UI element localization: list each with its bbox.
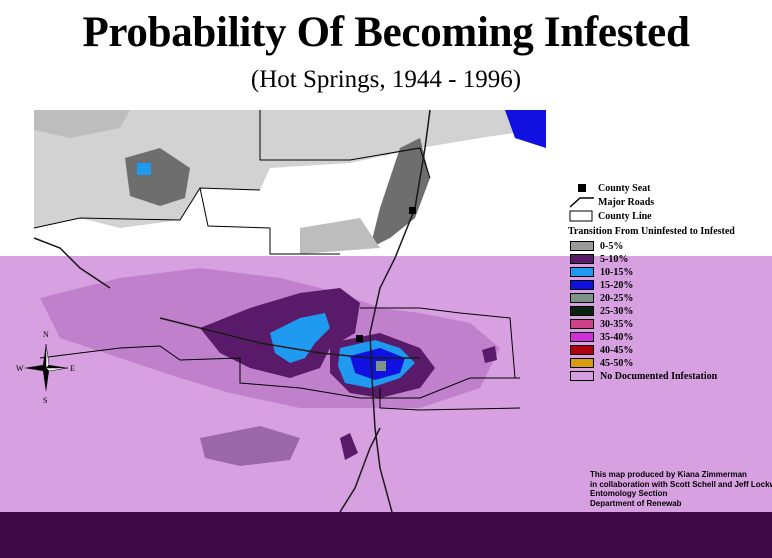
major-roads — [33, 109, 431, 513]
legend-swatch — [570, 254, 594, 264]
compass-icon — [24, 343, 69, 392]
county-line-icon — [568, 210, 596, 222]
county-seat-marker — [356, 335, 363, 342]
legend-label: 0-5% — [600, 240, 624, 252]
credit-line: in collaboration with Scott Schell and J… — [590, 479, 772, 489]
legend-swatch — [570, 241, 594, 251]
infested-patch-cyan-top — [137, 163, 151, 175]
credit-line: This map produced by Kiana Zimmerman — [590, 470, 747, 479]
legend-row-class: No Documented Infestation — [568, 370, 717, 382]
legend-swatch — [570, 345, 594, 355]
county-seat-marker — [409, 207, 416, 214]
legend-label: Major Roads — [598, 196, 655, 208]
legend-swatch — [570, 293, 594, 303]
legend-label: 30-35% — [600, 318, 634, 330]
legend-label: County Seat — [598, 182, 651, 194]
legend-row-county-line: County Line — [568, 210, 652, 222]
purple-spot-south — [340, 433, 358, 460]
gray-patch-light — [34, 110, 130, 138]
gray-patch-light-2 — [300, 218, 380, 254]
map-area — [0, 108, 772, 558]
compass-n-label: N — [43, 330, 49, 339]
compass-w-label: W — [16, 364, 24, 373]
major-roads-icon — [568, 196, 596, 208]
credit-line: Department of Renewab — [590, 498, 682, 508]
compass-e-label: E — [70, 364, 75, 373]
legend-label: 25-30% — [600, 305, 634, 317]
legend-label: No Documented Infestation — [600, 370, 718, 382]
legend-row-class: 35-40% — [568, 331, 633, 343]
map-subtitle: (Hot Springs, 1944 - 1996) — [250, 66, 522, 93]
legend-row-class: 40-45% — [568, 344, 633, 356]
legend-swatch — [570, 280, 594, 290]
legend-label: 15-20% — [600, 279, 634, 291]
gray-patch-dark-1 — [125, 148, 190, 206]
legend-swatch — [570, 267, 594, 277]
legend-row-county-seat: County Seat — [568, 182, 651, 194]
legend-swatch — [570, 371, 594, 381]
map-title: Probability Of Becoming Infested — [82, 9, 690, 56]
legend-label: 20-25% — [600, 292, 634, 304]
bottom-band — [0, 512, 772, 558]
legend-label: 40-45% — [600, 344, 634, 356]
compass-rose: N S W E — [16, 330, 75, 405]
legend-label: 35-40% — [600, 331, 634, 343]
credit-line: Entomology Section — [590, 489, 668, 498]
legend-label: 10-15% — [600, 266, 634, 278]
risk-20-25-spot — [376, 361, 386, 371]
pink-lower-band — [200, 426, 300, 466]
legend-label: 5-10% — [600, 253, 629, 265]
legend-swatch — [570, 358, 594, 368]
legend-row-class: 15-20% — [568, 279, 633, 291]
purple-spot-east — [482, 346, 497, 363]
legend-swatch — [570, 306, 594, 316]
legend-swatch — [570, 332, 594, 342]
risk-10-15-west — [270, 313, 330, 363]
legend-row-class: 5-10% — [568, 253, 628, 265]
legend-row-class: 20-25% — [568, 292, 633, 304]
legend-row-class: 10-15% — [568, 266, 633, 278]
compass-s-label: S — [43, 396, 48, 405]
legend-label: County Line — [598, 210, 652, 222]
legend-row-class: 0-5% — [568, 240, 623, 252]
map-canvas — [0, 109, 772, 558]
legend-row-major-roads: Major Roads — [568, 196, 654, 208]
infested-patch-blue-top — [505, 110, 546, 148]
legend-row-class: 30-35% — [568, 318, 633, 330]
map-credits: This map produced by Kiana Zimmerman in … — [590, 470, 772, 508]
gray-patch-dark-2 — [370, 138, 430, 248]
legend-label: 45-50% — [600, 357, 634, 369]
legend-swatch — [570, 319, 594, 329]
county-seat-icon — [568, 182, 596, 194]
legend-row-class: 25-30% — [568, 305, 633, 317]
legend-heading: Transition From Uninfested to Infested — [568, 226, 735, 237]
legend-row-class: 45-50% — [568, 357, 633, 369]
